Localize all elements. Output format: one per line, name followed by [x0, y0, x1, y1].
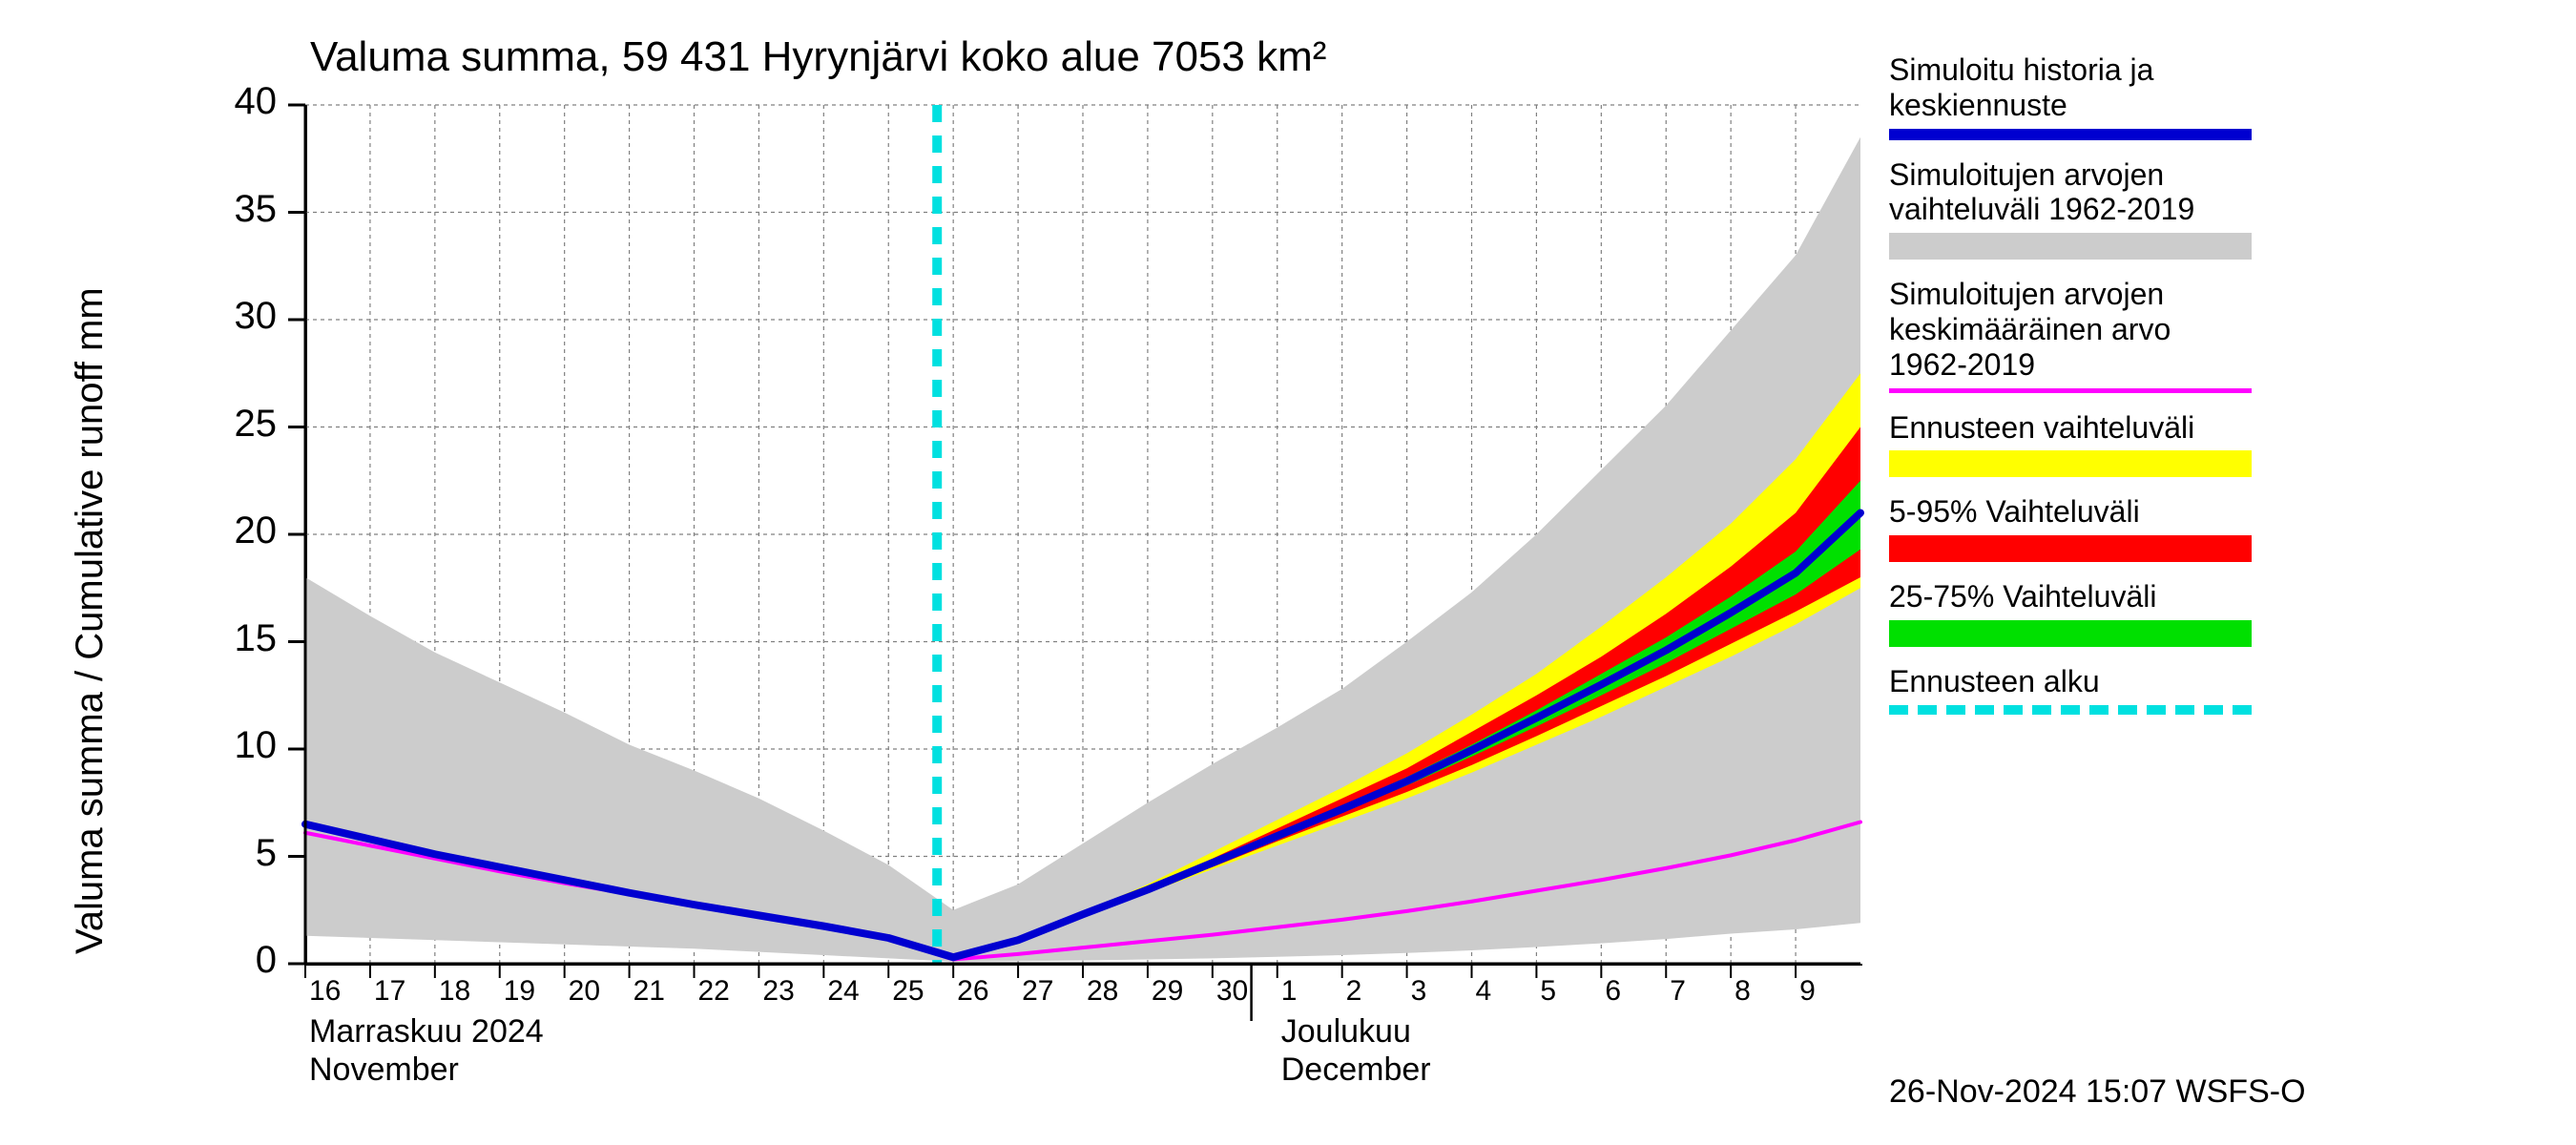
- legend-text: Simuloitujen arvojen: [1889, 157, 2252, 193]
- legend-text: Simuloitujen arvojen: [1889, 277, 2252, 312]
- legend-swatch: [1889, 535, 2252, 562]
- legend-text: Simuloitu historia ja: [1889, 52, 2252, 88]
- legend: Simuloitu historia jakeskiennusteSimuloi…: [1889, 52, 2252, 732]
- month-label: Joulukuu: [1281, 1013, 1411, 1051]
- legend-swatch: [1889, 233, 2252, 260]
- chart-container: Valuma summa, 59 431 Hyrynjärvi koko alu…: [0, 0, 2576, 1145]
- legend-entry: Ennusteen vaihteluväli: [1889, 410, 2252, 478]
- month-label-en: December: [1281, 1051, 1431, 1089]
- x-tick-label: 16: [309, 975, 341, 1008]
- x-tick-label: 27: [1022, 975, 1053, 1008]
- legend-swatch: [1889, 450, 2252, 477]
- legend-entry: Simuloitu historia jakeskiennuste: [1889, 52, 2252, 140]
- legend-swatch: [1889, 388, 2252, 393]
- x-tick-label: 19: [504, 975, 535, 1008]
- x-tick-label: 22: [698, 975, 730, 1008]
- y-tick-label: 30: [210, 295, 277, 338]
- month-label-en: November: [309, 1051, 459, 1089]
- legend-text: 1962-2019: [1889, 347, 2252, 383]
- x-tick-label: 20: [569, 975, 600, 1008]
- x-tick-label: 7: [1670, 975, 1686, 1008]
- legend-entry: Simuloitujen arvojenkeskimääräinen arvo …: [1889, 277, 2252, 392]
- legend-text: 5-95% Vaihteluväli: [1889, 494, 2252, 530]
- legend-entry: 5-95% Vaihteluväli: [1889, 494, 2252, 562]
- x-tick-label: 18: [439, 975, 470, 1008]
- month-label: Marraskuu 2024: [309, 1013, 544, 1051]
- legend-text: Ennusteen vaihteluväli: [1889, 410, 2252, 446]
- legend-text: vaihteluväli 1962-2019: [1889, 192, 2252, 227]
- x-tick-label: 2: [1346, 975, 1362, 1008]
- legend-swatch: [1889, 620, 2252, 647]
- y-tick-label: 15: [210, 617, 277, 660]
- x-tick-label: 3: [1411, 975, 1427, 1008]
- legend-swatch: [1889, 129, 2252, 140]
- x-tick-label: 8: [1735, 975, 1751, 1008]
- x-tick-label: 28: [1087, 975, 1118, 1008]
- x-tick-label: 5: [1540, 975, 1556, 1008]
- x-tick-label: 25: [892, 975, 924, 1008]
- x-tick-label: 30: [1216, 975, 1248, 1008]
- x-tick-label: 6: [1605, 975, 1621, 1008]
- x-tick-label: 4: [1476, 975, 1492, 1008]
- x-tick-label: 9: [1799, 975, 1816, 1008]
- legend-text: Ennusteen alku: [1889, 664, 2252, 699]
- legend-entry: 25-75% Vaihteluväli: [1889, 579, 2252, 647]
- y-tick-label: 5: [210, 832, 277, 875]
- x-tick-label: 1: [1281, 975, 1298, 1008]
- x-tick-label: 26: [957, 975, 988, 1008]
- legend-text: keskimääräinen arvo: [1889, 312, 2252, 347]
- x-tick-label: 21: [634, 975, 665, 1008]
- x-tick-label: 17: [374, 975, 405, 1008]
- footer-timestamp: 26-Nov-2024 15:07 WSFS-O: [1889, 1073, 2306, 1111]
- y-tick-label: 25: [210, 403, 277, 446]
- x-tick-label: 24: [827, 975, 859, 1008]
- x-tick-label: 29: [1152, 975, 1183, 1008]
- legend-entry: Simuloitujen arvojenvaihteluväli 1962-20…: [1889, 157, 2252, 260]
- x-tick-label: 23: [762, 975, 794, 1008]
- y-tick-label: 20: [210, 510, 277, 552]
- y-tick-label: 10: [210, 724, 277, 767]
- legend-swatch: [1889, 705, 2252, 715]
- y-tick-label: 40: [210, 80, 277, 123]
- legend-entry: Ennusteen alku: [1889, 664, 2252, 715]
- y-tick-label: 0: [210, 939, 277, 982]
- legend-text: 25-75% Vaihteluväli: [1889, 579, 2252, 614]
- legend-text: keskiennuste: [1889, 88, 2252, 123]
- y-tick-label: 35: [210, 188, 277, 231]
